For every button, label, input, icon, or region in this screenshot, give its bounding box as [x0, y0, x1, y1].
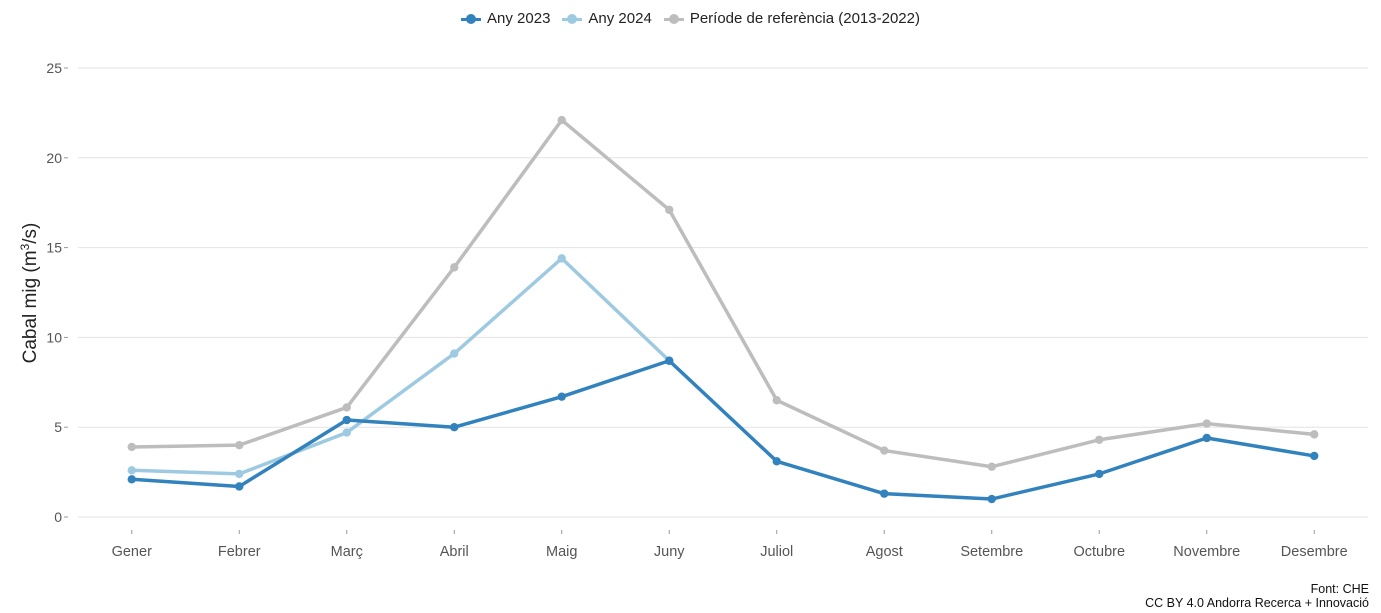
- y-axis-title-sup: 3: [18, 243, 32, 250]
- data-point: [987, 462, 996, 471]
- data-point: [235, 440, 244, 450]
- data-point: [1202, 433, 1211, 443]
- legend-item-2024: Any 2024: [562, 10, 652, 27]
- data-point: [342, 428, 351, 437]
- data-point: [1310, 430, 1319, 439]
- y-tick-label: 15: [46, 240, 62, 256]
- legend-item-2023: Any 2023: [461, 10, 550, 27]
- license-note: CC BY 4.0 Andorra Recerca + Innovació: [1145, 596, 1369, 610]
- x-tick-label: Juliol: [760, 544, 793, 560]
- data-point: [127, 475, 136, 484]
- x-tick-label: Setembre: [960, 544, 1023, 560]
- legend-label-reference: Període de referència (2013-2022): [689, 10, 920, 27]
- x-tick-label: Abril: [440, 544, 469, 560]
- data-point: [127, 466, 136, 475]
- data-point: [450, 263, 459, 272]
- y-tick-label: 10: [46, 329, 62, 345]
- series-line: [130, 256, 671, 476]
- y-tick-label: 0: [54, 509, 62, 525]
- data-point: [1095, 469, 1104, 479]
- x-tick-label: Gener: [112, 544, 152, 560]
- data-point: [880, 446, 889, 455]
- data-point: [342, 403, 351, 412]
- x-tick-label: Febrer: [218, 544, 261, 560]
- data-point: [235, 482, 244, 491]
- series-lines: [127, 115, 1319, 504]
- data-point: [880, 489, 889, 498]
- chart-caption: Font: CHE CC BY 4.0 Andorra Recerca + In…: [1145, 582, 1369, 610]
- data-point: [772, 457, 781, 466]
- y-axis-title-main: Cabal mig (m: [20, 250, 41, 363]
- data-point: [235, 469, 244, 479]
- y-axis-title-tail: /s): [20, 223, 41, 244]
- legend-key-reference: [663, 13, 684, 25]
- series-0: [127, 356, 1319, 504]
- data-point: [1202, 419, 1211, 428]
- series-line: [130, 118, 1316, 469]
- data-point: [450, 349, 459, 358]
- data-point: [557, 115, 566, 125]
- legend-key-2023: [461, 13, 482, 25]
- data-point: [557, 392, 566, 401]
- gridlines: [78, 67, 1368, 518]
- data-point: [450, 423, 459, 432]
- x-tick-label: Novembre: [1173, 544, 1240, 560]
- legend-label-2023: Any 2023: [487, 10, 551, 27]
- x-tick-label: Octubre: [1073, 544, 1125, 560]
- legend-key-2024: [562, 13, 583, 25]
- legend-label-2024: Any 2024: [588, 10, 652, 27]
- series-2: [127, 115, 1319, 471]
- y-axis-title: Cabal mig (m3/s): [18, 223, 41, 364]
- x-axis: Gener Febrer Març Abril Maig Juny Juliol Agost S…: [112, 530, 1348, 560]
- data-point: [342, 415, 351, 425]
- x-tick-label: Març: [331, 544, 363, 560]
- data-point: [665, 356, 674, 365]
- y-tick-label: 5: [54, 419, 62, 435]
- data-point: [665, 205, 674, 215]
- y-axis: 0 5 10 15 20 25: [46, 60, 68, 525]
- data-point: [772, 396, 781, 405]
- data-point: [557, 254, 566, 263]
- source-note: Font: CHE: [1310, 582, 1369, 596]
- data-point: [1310, 451, 1319, 461]
- chart-legend: Any 2023 Any 2024 Període de referència …: [0, 10, 1381, 27]
- data-point: [127, 442, 136, 452]
- data-point: [987, 494, 996, 504]
- x-tick-label: Desembre: [1281, 544, 1348, 560]
- legend-item-reference: Període de referència (2013-2022): [663, 10, 920, 27]
- data-point: [1095, 435, 1104, 444]
- series-line: [130, 358, 1316, 501]
- x-tick-label: Agost: [866, 544, 903, 560]
- y-tick-label: 25: [46, 60, 62, 76]
- y-tick-label: 20: [46, 150, 62, 166]
- x-tick-label: Juny: [654, 544, 685, 560]
- x-tick-label: Maig: [546, 544, 577, 560]
